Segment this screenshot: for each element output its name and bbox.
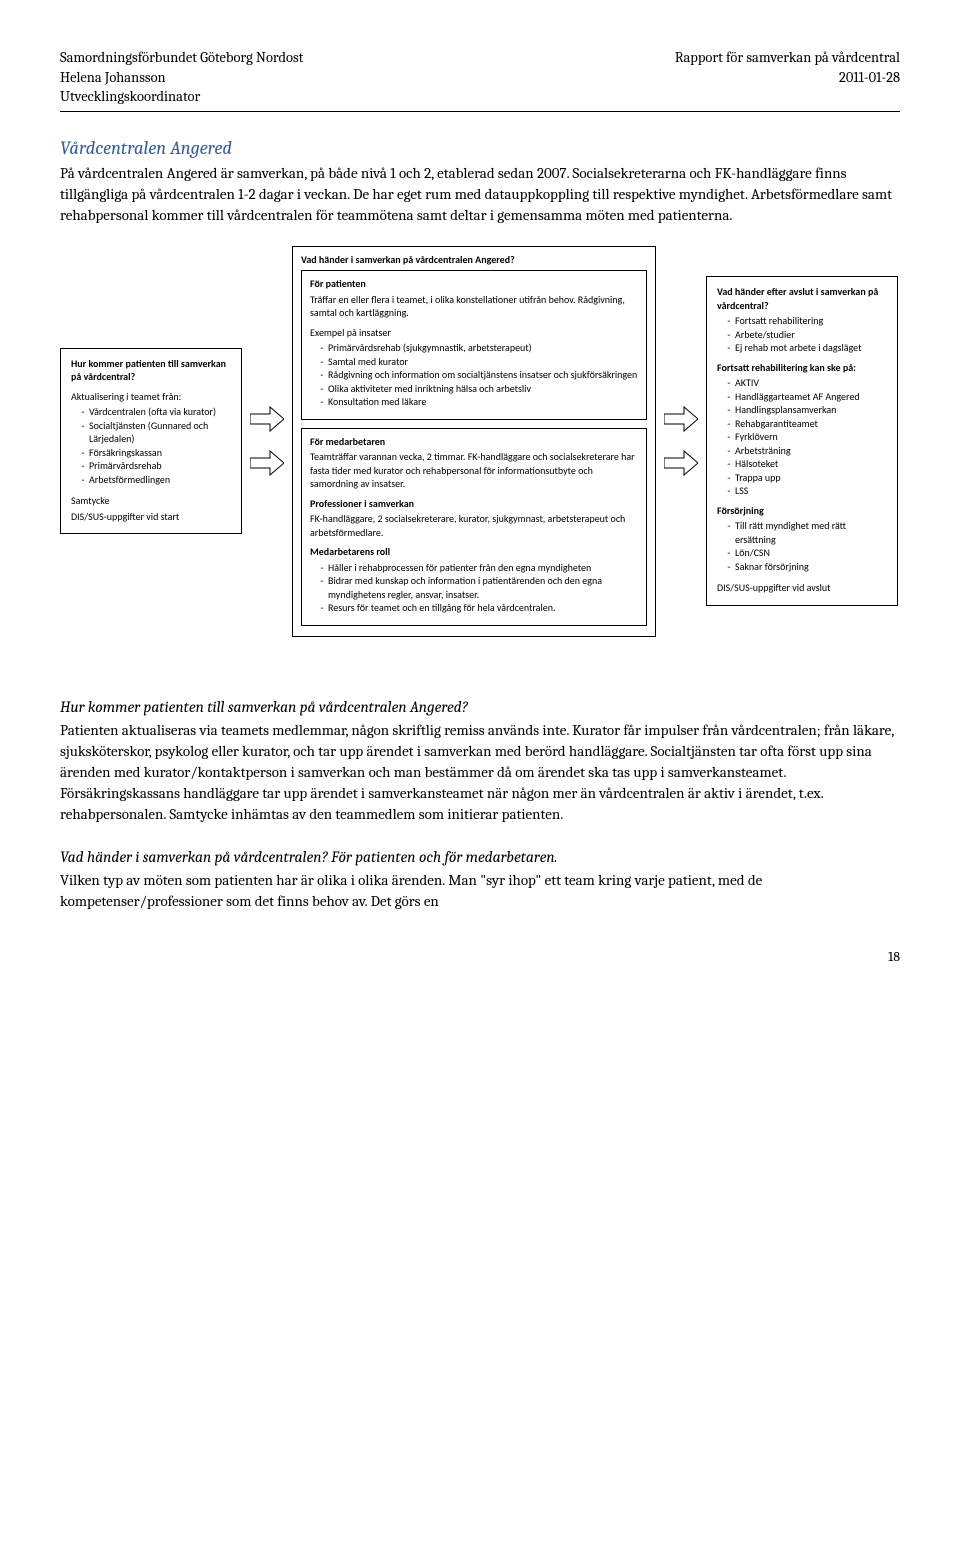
list-item: Saknar försörjning: [735, 560, 887, 574]
list-item: Ej rehab mot arbete i dagsläget: [735, 341, 887, 355]
box-right-sub-title: Fortsatt rehabilitering kan ske på:: [717, 361, 887, 375]
header-left: Samordningsförbundet Göteborg Nordost He…: [60, 48, 303, 107]
arrow-group-right: [664, 405, 698, 477]
document-header: Samordningsförbundet Göteborg Nordost He…: [60, 48, 900, 107]
section2-para: Patienten aktualiseras via teamets medle…: [60, 720, 900, 825]
list-item: Rehabgarantiteamet: [735, 417, 887, 431]
header-org: Samordningsförbundet Göteborg Nordost: [60, 48, 303, 68]
box-right-title: Vad händer efter avslut i samverkan på v…: [717, 285, 887, 312]
box-right-footer: DIS/SUS-uppgifter vid avslut: [717, 581, 887, 595]
header-divider: [60, 111, 900, 112]
section3-heading: Vad händer i samverkan på vårdcentralen?…: [60, 847, 900, 868]
patient-title: För patienten: [310, 277, 638, 291]
list-item: AKTIV: [735, 376, 887, 390]
list-item: Olika aktiviteter med inriktning hälsa o…: [328, 382, 638, 396]
header-role: Utvecklingskoordinator: [60, 87, 303, 107]
list-item: Rådgivning och information om socialtjän…: [328, 368, 638, 382]
section2-heading: Hur kommer patienten till samverkan på v…: [60, 697, 900, 718]
list-item: Bidrar med kunskap och information i pat…: [328, 574, 638, 601]
list-item: Arbetsförmedlingen: [89, 473, 231, 487]
list-item: Fyrklövern: [735, 430, 887, 444]
box-right-sub-title2: Försörjning: [717, 504, 887, 518]
list-item: Primärvårdsrehab: [89, 459, 231, 473]
list-item: Försäkringskassan: [89, 446, 231, 460]
box-right-list1: Fortsatt rehabilitering Arbete/studier E…: [717, 314, 887, 355]
role-list: Håller i rehabprocessen för patienter fr…: [310, 561, 638, 615]
professions-para: FK-handläggare, 2 socialsekreterare, kur…: [310, 512, 638, 539]
list-item: Till rätt myndighet med rätt ersättning: [735, 519, 887, 546]
list-item: Vårdcentralen (ofta via kurator): [89, 405, 231, 419]
arrow-icon: [250, 449, 284, 477]
box-right-list3: Till rätt myndighet med rätt ersättning …: [717, 519, 887, 573]
list-item: Lön/CSN: [735, 546, 887, 560]
box-mid-employee: För medarbetaren Teamträffar varannan ve…: [301, 428, 647, 626]
professions-title: Professioner i samverkan: [310, 497, 638, 511]
box-right-list2: AKTIV Handläggarteamet AF Angered Handli…: [717, 376, 887, 498]
arrow-icon: [664, 449, 698, 477]
page-title: Vårdcentralen Angered: [60, 136, 900, 161]
list-item: Arbetsträning: [735, 444, 887, 458]
box-left-title: Hur kommer patienten till samverkan på v…: [71, 357, 231, 384]
list-item: Handlingsplansamverkan: [735, 403, 887, 417]
arrow-icon: [664, 405, 698, 433]
box-mid-title: Vad händer i samverkan på vårdcentralen …: [301, 253, 647, 267]
list-item: Trappa upp: [735, 471, 887, 485]
header-report-title: Rapport för samverkan på vårdcentral: [675, 48, 900, 68]
box-left-list: Vårdcentralen (ofta via kurator) Socialt…: [71, 405, 231, 486]
page-number: 18: [60, 948, 900, 967]
list-item: Håller i rehabprocessen för patienter fr…: [328, 561, 638, 575]
diagram-box-process: Vad händer i samverkan på vårdcentralen …: [292, 246, 656, 637]
list-item: Konsultation med läkare: [328, 395, 638, 409]
header-right: Rapport för samverkan på vårdcentral 201…: [675, 48, 900, 107]
section3-para: Vilken typ av möten som patienten har är…: [60, 870, 900, 912]
diagram-box-output: Vad händer efter avslut i samverkan på v…: [706, 276, 898, 606]
intro-paragraph: På vårdcentralen Angered är samverkan, p…: [60, 163, 900, 226]
process-diagram: Hur kommer patienten till samverkan på v…: [60, 246, 900, 637]
diagram-box-input: Hur kommer patienten till samverkan på v…: [60, 348, 242, 535]
list-item: Primärvårdsrehab (sjukgymnastik, arbetst…: [328, 341, 638, 355]
list-item: Socialtjänsten (Gunnared och Lärjedalen): [89, 419, 231, 446]
arrow-icon: [250, 405, 284, 433]
list-item: LSS: [735, 484, 887, 498]
box-left-footer2: DIS/SUS-uppgifter vid start: [71, 510, 231, 524]
list-item: Fortsatt rehabilitering: [735, 314, 887, 328]
box-left-list-intro: Aktualisering i teamet från:: [71, 390, 231, 404]
list-item: Resurs för teamet och en tillgång för he…: [328, 601, 638, 615]
list-item: Samtal med kurator: [328, 355, 638, 369]
header-author: Helena Johansson: [60, 68, 303, 88]
role-title: Medarbetarens roll: [310, 545, 638, 559]
patient-para: Träffar en eller flera i teamet, i olika…: [310, 293, 638, 320]
box-left-footer: Samtycke: [71, 494, 231, 508]
list-item: Arbete/studier: [735, 328, 887, 342]
box-mid-patient: För patienten Träffar en eller flera i t…: [301, 270, 647, 420]
header-date: 2011-01-28: [675, 68, 900, 88]
arrow-group-left: [250, 405, 284, 477]
patient-list: Primärvårdsrehab (sjukgymnastik, arbetst…: [310, 341, 638, 409]
list-item: Hälsoteket: [735, 457, 887, 471]
employee-title: För medarbetaren: [310, 435, 638, 449]
employee-para: Teamträffar varannan vecka, 2 timmar. FK…: [310, 450, 638, 491]
patient-list-intro: Exempel på insatser: [310, 326, 638, 340]
list-item: Handläggarteamet AF Angered: [735, 390, 887, 404]
